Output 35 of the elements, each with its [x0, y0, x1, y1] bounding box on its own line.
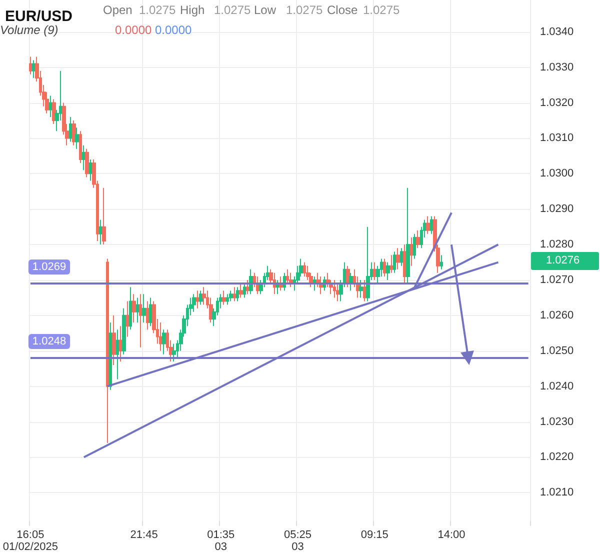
ref-line-label: 1.0248: [32, 335, 66, 348]
y-tick-label: 1.0240: [540, 380, 574, 392]
annotation: 1.0275: [214, 3, 252, 17]
annotation: 0.0000: [155, 23, 192, 37]
x-tick-label: 01:35 03: [207, 529, 235, 553]
annotation: Close: [327, 3, 358, 17]
y-tick-label: 1.0260: [540, 309, 574, 322]
annotation: Low: [254, 3, 276, 17]
annotation: 0.0000: [115, 23, 152, 37]
y-tick-label: 1.0270: [540, 274, 574, 286]
y-tick-label: 1.0230: [540, 416, 574, 428]
y-tick-label: 1.0310: [540, 132, 574, 144]
y-tick-label: 1.0290: [540, 203, 574, 216]
y-tick-label: 1.0300: [540, 168, 574, 180]
annotation: Volume (9): [0, 23, 58, 37]
x-tick-label: 05:25 03: [284, 529, 312, 553]
text: EUR/USD: [5, 8, 73, 25]
y-tick-label: 1.0340: [540, 26, 574, 38]
annotation: 1.0275: [286, 3, 324, 17]
text: 1.0276: [546, 254, 580, 266]
x-tick-label: 21:45: [130, 529, 158, 541]
y-tick-label: 1.0330: [540, 61, 574, 74]
annotation: 1.0275: [139, 3, 176, 17]
y-tick-label: 1.0250: [540, 344, 574, 357]
y-tick-label: 1.0280: [540, 238, 574, 251]
annotation: Open: [103, 3, 132, 17]
annotation: 1.0275: [363, 3, 400, 17]
y-tick-label: 1.0210: [540, 486, 574, 499]
y-tick-label: 1.0320: [540, 96, 574, 109]
ref-line-label: 1.0269: [32, 261, 66, 274]
x-tick-label: 16:05 01/02/2025: [2, 529, 58, 553]
x-tick-label: 14:00: [438, 529, 466, 541]
y-tick-label: 1.0220: [540, 451, 574, 464]
x-tick-label: 09:15: [360, 529, 388, 541]
annotation: High: [180, 3, 205, 17]
